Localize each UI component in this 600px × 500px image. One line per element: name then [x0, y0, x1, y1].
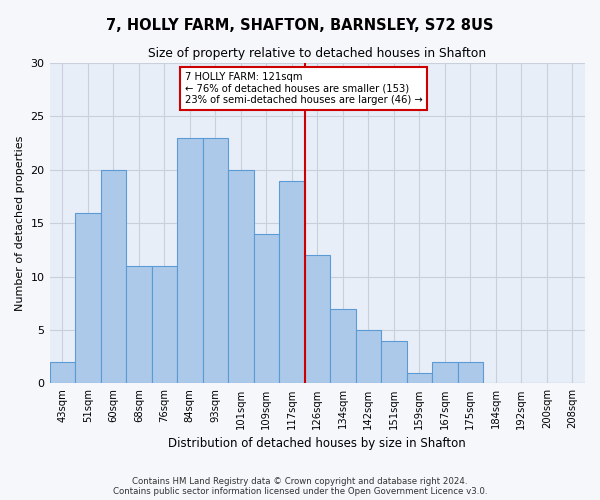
- Bar: [305, 256, 330, 384]
- Bar: [126, 266, 152, 384]
- X-axis label: Distribution of detached houses by size in Shafton: Distribution of detached houses by size …: [169, 437, 466, 450]
- Bar: [407, 373, 432, 384]
- Text: Contains HM Land Registry data © Crown copyright and database right 2024.
Contai: Contains HM Land Registry data © Crown c…: [113, 476, 487, 496]
- Bar: [381, 340, 407, 384]
- Bar: [228, 170, 254, 384]
- Bar: [50, 362, 75, 384]
- Bar: [432, 362, 458, 384]
- Bar: [75, 212, 101, 384]
- Title: Size of property relative to detached houses in Shafton: Size of property relative to detached ho…: [148, 48, 487, 60]
- Bar: [254, 234, 279, 384]
- Bar: [203, 138, 228, 384]
- Y-axis label: Number of detached properties: Number of detached properties: [15, 136, 25, 311]
- Text: 7, HOLLY FARM, SHAFTON, BARNSLEY, S72 8US: 7, HOLLY FARM, SHAFTON, BARNSLEY, S72 8U…: [106, 18, 494, 32]
- Text: 7 HOLLY FARM: 121sqm
← 76% of detached houses are smaller (153)
23% of semi-deta: 7 HOLLY FARM: 121sqm ← 76% of detached h…: [185, 72, 422, 105]
- Bar: [279, 180, 305, 384]
- Bar: [101, 170, 126, 384]
- Bar: [356, 330, 381, 384]
- Bar: [152, 266, 177, 384]
- Bar: [330, 308, 356, 384]
- Bar: [177, 138, 203, 384]
- Bar: [458, 362, 483, 384]
